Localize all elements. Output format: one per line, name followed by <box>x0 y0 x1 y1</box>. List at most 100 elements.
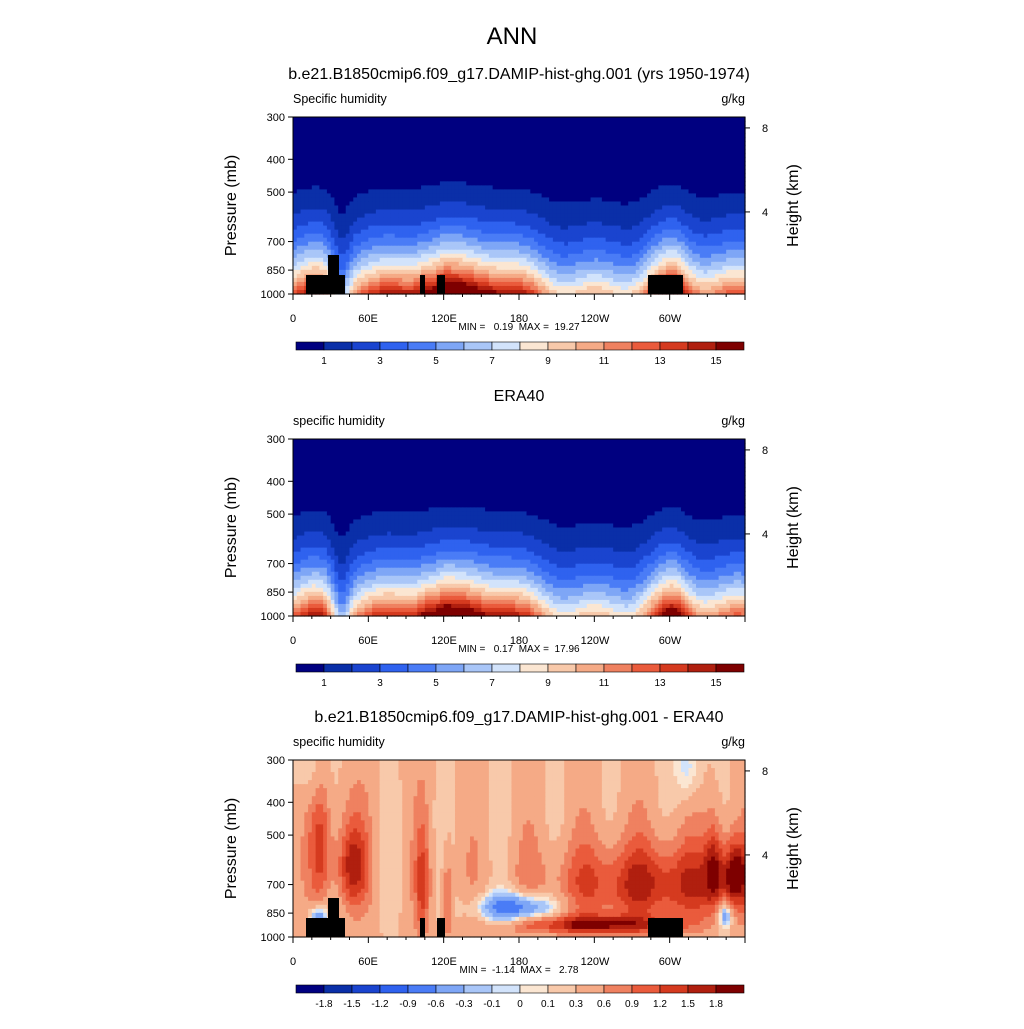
heatmap-cell <box>515 157 519 162</box>
heatmap-cell <box>463 246 467 251</box>
heatmap-cell <box>451 193 455 198</box>
heatmap-cell <box>380 197 384 202</box>
heatmap-cell <box>647 214 651 219</box>
heatmap-cell <box>707 197 711 202</box>
heatmap-cell <box>414 226 418 231</box>
heatmap-cell <box>417 117 421 122</box>
heatmap-cell <box>466 258 470 263</box>
heatmap-cell <box>715 274 719 279</box>
heatmap-cell <box>312 185 316 190</box>
heatmap-cell <box>372 117 376 122</box>
heatmap-cell <box>387 238 391 243</box>
heatmap-cell <box>421 121 425 126</box>
heatmap-cell <box>594 258 598 263</box>
heatmap-cell <box>594 278 598 283</box>
heatmap-cell <box>493 238 497 243</box>
heatmap-cell <box>719 189 723 194</box>
heatmap-cell <box>647 153 651 158</box>
heatmap-cell <box>459 165 463 170</box>
heatmap-cell <box>719 222 723 227</box>
heatmap-cell <box>406 121 410 126</box>
heatmap-cell <box>621 222 625 227</box>
heatmap-cell <box>301 274 305 279</box>
heatmap-cell <box>447 165 451 170</box>
heatmap-cell <box>496 197 500 202</box>
heatmap-cell <box>293 254 297 259</box>
heatmap-cell <box>421 201 425 206</box>
heatmap-cell <box>508 133 512 138</box>
heatmap-cell <box>361 274 365 279</box>
heatmap-cell <box>481 161 485 166</box>
heatmap-cell <box>609 193 613 198</box>
heatmap-cell <box>500 214 504 219</box>
heatmap-cell <box>542 230 546 235</box>
heatmap-cell <box>553 250 557 255</box>
heatmap-cell <box>301 262 305 267</box>
heatmap-cell <box>726 133 730 138</box>
heatmap-cell <box>301 226 305 231</box>
heatmap-cell <box>350 246 354 251</box>
heatmap-cell <box>463 153 467 158</box>
heatmap-cell <box>545 173 549 178</box>
heatmap-cell <box>398 274 402 279</box>
heatmap-cell <box>651 141 655 146</box>
heatmap-cell <box>447 210 451 215</box>
heatmap-cell <box>737 133 741 138</box>
heatmap-cell <box>598 141 602 146</box>
heatmap-cell <box>436 246 440 251</box>
heatmap-cell <box>455 169 459 174</box>
heatmap-cell <box>579 242 583 247</box>
heatmap-cell <box>372 197 376 202</box>
heatmap-cell <box>398 246 402 251</box>
heatmap-cell <box>617 246 621 251</box>
heatmap-cell <box>560 238 564 243</box>
heatmap-cell <box>331 214 335 219</box>
heatmap-cell <box>564 133 568 138</box>
heatmap-cell <box>338 226 342 231</box>
heatmap-cell <box>564 197 568 202</box>
heatmap-cell <box>704 165 708 170</box>
heatmap-cell <box>372 250 376 255</box>
heatmap-cell <box>444 222 448 227</box>
heatmap-cell <box>666 197 670 202</box>
heatmap-cell <box>417 133 421 138</box>
heatmap-cell <box>297 173 301 178</box>
heatmap-cell <box>417 226 421 231</box>
heatmap-cell <box>346 173 350 178</box>
heatmap-cell <box>538 125 542 130</box>
heatmap-cell <box>436 193 440 198</box>
heatmap-cell <box>530 189 534 194</box>
heatmap-cell <box>628 189 632 194</box>
heatmap-cell <box>609 206 613 211</box>
heatmap-cell <box>425 157 429 162</box>
heatmap-cell <box>655 185 659 190</box>
heatmap-cell <box>609 270 613 275</box>
heatmap-cell <box>297 266 301 271</box>
heatmap-cell <box>383 169 387 174</box>
heatmap-cell <box>530 141 534 146</box>
heatmap-cell <box>673 137 677 142</box>
heatmap-cell <box>726 149 730 154</box>
heatmap-cell <box>447 282 451 287</box>
heatmap-cell <box>655 258 659 263</box>
heatmap-cell <box>319 145 323 150</box>
heatmap-cell <box>380 218 384 223</box>
heatmap-cell <box>308 206 312 211</box>
heatmap-cell <box>500 137 504 142</box>
heatmap-cell <box>474 278 478 283</box>
heatmap-cell <box>334 206 338 211</box>
heatmap-cell <box>376 197 380 202</box>
heatmap-cell <box>297 121 301 126</box>
heatmap-cell <box>372 218 376 223</box>
heatmap-cell <box>489 129 493 134</box>
heatmap-cell <box>391 185 395 190</box>
heatmap-cell <box>553 274 557 279</box>
heatmap-cell <box>666 206 670 211</box>
heatmap-cell <box>711 210 715 215</box>
heatmap-cell <box>368 121 372 126</box>
heatmap-cell <box>406 282 410 287</box>
heatmap-cell <box>440 157 444 162</box>
heatmap-cell <box>297 129 301 134</box>
heatmap-cell <box>304 121 308 126</box>
heatmap-cell <box>346 177 350 182</box>
